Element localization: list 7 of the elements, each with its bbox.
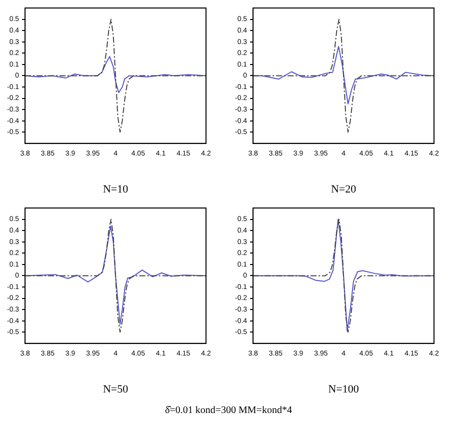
- x-axis-title: N=20: [330, 183, 357, 196]
- text: δ̂=0.01 kond=300 MM=kond*4: [164, 404, 293, 418]
- line-series: [25, 18, 206, 133]
- x-axis-title: N=100: [328, 383, 360, 396]
- line-series: [253, 18, 434, 133]
- x-axis-title: N=10: [102, 183, 129, 196]
- x-axis-title: N=50: [102, 383, 129, 396]
